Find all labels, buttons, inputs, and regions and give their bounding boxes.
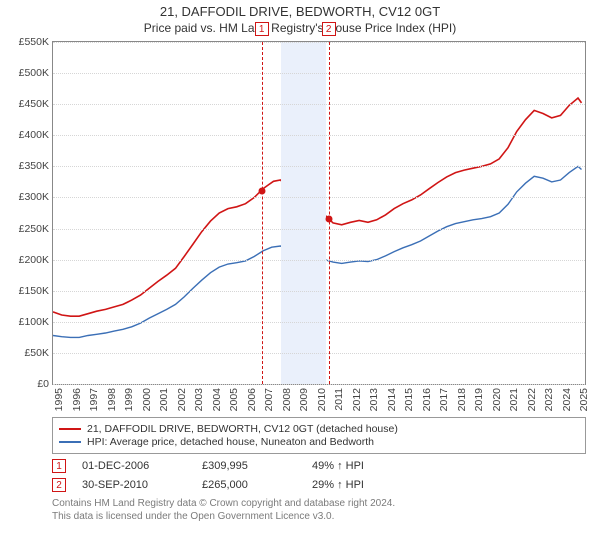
- x-axis-label: 2025: [578, 388, 590, 411]
- recession-band: [281, 42, 327, 384]
- x-axis-label: 2004: [211, 388, 223, 411]
- x-axis-label: 2018: [456, 388, 468, 411]
- x-axis-label: 1996: [71, 388, 83, 411]
- sale-row-price: £265,000: [202, 479, 312, 491]
- sale-row-number: 1: [52, 459, 66, 473]
- legend-swatch: [59, 428, 81, 430]
- sale-marker-number: 1: [255, 22, 269, 36]
- gridline: [53, 104, 585, 105]
- gridline: [53, 73, 585, 74]
- footer-attribution: Contains HM Land Registry data © Crown c…: [52, 497, 586, 523]
- sale-row-date: 30-SEP-2010: [82, 479, 202, 491]
- chart-area: £0£50K£100K£150K£200K£250K£300K£350K£400…: [52, 41, 586, 411]
- legend-row: 21, DAFFODIL DRIVE, BEDWORTH, CV12 0GT (…: [59, 423, 579, 435]
- title-line-1: 21, DAFFODIL DRIVE, BEDWORTH, CV12 0GT: [0, 4, 600, 19]
- footer-line: This data is licensed under the Open Gov…: [52, 510, 586, 523]
- x-axis-label: 1998: [106, 388, 118, 411]
- x-axis-label: 2022: [526, 388, 538, 411]
- x-axis-label: 1999: [123, 388, 135, 411]
- x-axis-label: 2003: [193, 388, 205, 411]
- gridline: [53, 135, 585, 136]
- x-axis-label: 2019: [473, 388, 485, 411]
- sale-marker-line: [329, 42, 330, 384]
- x-axis-label: 2020: [491, 388, 503, 411]
- x-axis-label: 1997: [88, 388, 100, 411]
- x-axis-label: 2021: [508, 388, 520, 411]
- x-axis-label: 2024: [561, 388, 573, 411]
- x-axis-label: 2013: [368, 388, 380, 411]
- gridline: [53, 260, 585, 261]
- sale-marker-line: [262, 42, 263, 384]
- gridline: [53, 166, 585, 167]
- y-axis-label: £250K: [19, 223, 49, 235]
- y-axis-label: £350K: [19, 160, 49, 172]
- y-axis-label: £150K: [19, 285, 49, 297]
- legend-label: 21, DAFFODIL DRIVE, BEDWORTH, CV12 0GT (…: [87, 423, 398, 435]
- gridline: [53, 197, 585, 198]
- gridline: [53, 322, 585, 323]
- y-axis-label: £200K: [19, 254, 49, 266]
- x-axis-label: 2000: [141, 388, 153, 411]
- sale-row: 2 30-SEP-2010£265,00029% ↑ HPI: [52, 478, 586, 492]
- sale-row-number: 2: [52, 478, 66, 492]
- chart-titles: 21, DAFFODIL DRIVE, BEDWORTH, CV12 0GT P…: [0, 0, 600, 35]
- x-axis-label: 2016: [421, 388, 433, 411]
- sales-table: 1 01-DEC-2006£309,99549% ↑ HPI 2 30-SEP-201…: [52, 459, 586, 492]
- x-axis-label: 2006: [246, 388, 258, 411]
- x-axis-label: 2002: [176, 388, 188, 411]
- x-axis-label: 2009: [298, 388, 310, 411]
- plot-region: £0£50K£100K£150K£200K£250K£300K£350K£400…: [52, 41, 586, 385]
- gridline: [53, 353, 585, 354]
- x-axis-label: 2011: [333, 388, 345, 411]
- gridline: [53, 42, 585, 43]
- legend-box: 21, DAFFODIL DRIVE, BEDWORTH, CV12 0GT (…: [52, 417, 586, 454]
- sale-marker-dot: [325, 216, 332, 223]
- y-axis-label: £550K: [19, 36, 49, 48]
- legend-row: HPI: Average price, detached house, Nune…: [59, 436, 579, 448]
- x-axis-label: 1995: [53, 388, 65, 411]
- x-axis-label: 2010: [316, 388, 328, 411]
- x-axis-label: 2014: [386, 388, 398, 411]
- sale-row-relative: 49% ↑ HPI: [312, 460, 364, 472]
- x-axis-label: 2023: [543, 388, 555, 411]
- y-axis-label: £100K: [19, 316, 49, 328]
- footer-line: Contains HM Land Registry data © Crown c…: [52, 497, 586, 510]
- sale-row: 1 01-DEC-2006£309,99549% ↑ HPI: [52, 459, 586, 473]
- y-axis-label: £400K: [19, 129, 49, 141]
- legend-swatch: [59, 441, 81, 443]
- x-axis-label: 2008: [281, 388, 293, 411]
- sale-row-price: £309,995: [202, 460, 312, 472]
- sale-marker-dot: [258, 188, 265, 195]
- x-axis-label: 2005: [228, 388, 240, 411]
- title-line-2: Price paid vs. HM Land Registry's House …: [0, 21, 600, 35]
- x-axis-label: 2017: [438, 388, 450, 411]
- sale-row-date: 01-DEC-2006: [82, 460, 202, 472]
- gridline: [53, 384, 585, 385]
- x-axis-label: 2012: [351, 388, 363, 411]
- y-axis-label: £450K: [19, 98, 49, 110]
- x-axis-label: 2015: [403, 388, 415, 411]
- legend-label: HPI: Average price, detached house, Nune…: [87, 436, 374, 448]
- y-axis-label: £50K: [24, 347, 49, 359]
- y-axis-label: £500K: [19, 67, 49, 79]
- x-axis-label: 2007: [263, 388, 275, 411]
- x-axis-label: 2001: [158, 388, 170, 411]
- y-axis-label: £0: [37, 378, 49, 390]
- gridline: [53, 229, 585, 230]
- y-axis-label: £300K: [19, 191, 49, 203]
- sale-marker-number: 2: [322, 22, 336, 36]
- gridline: [53, 291, 585, 292]
- sale-row-relative: 29% ↑ HPI: [312, 479, 364, 491]
